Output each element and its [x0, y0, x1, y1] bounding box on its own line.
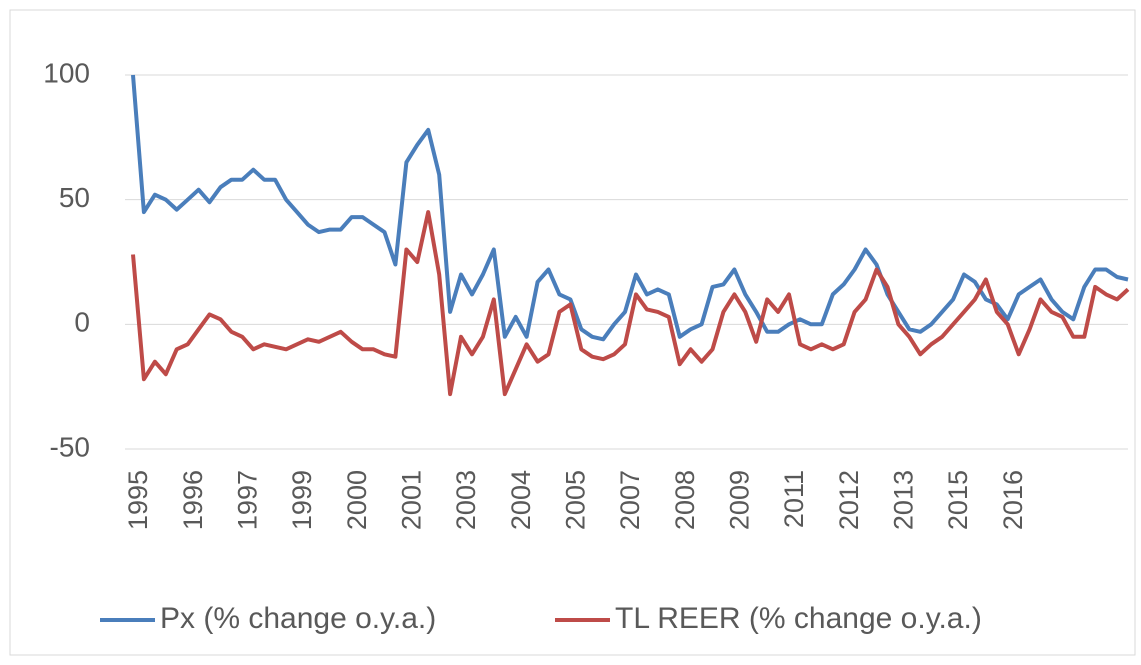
legend-label: Px (% change o.y.a.) [160, 602, 436, 635]
x-tick-label: 1995 [123, 470, 153, 530]
series-line [131, 210, 1130, 397]
y-tick-label: 100 [43, 57, 90, 88]
x-tick-label: 1999 [287, 470, 317, 530]
x-tick-label: 2000 [342, 470, 372, 530]
legend-label: TL REER (% change o.y.a.) [615, 602, 982, 635]
x-tick-label: 2008 [670, 470, 700, 530]
x-tick-label: 2003 [451, 470, 481, 530]
y-tick-label: 50 [59, 182, 90, 213]
x-tick-label: 2005 [560, 470, 590, 530]
y-tick-label: 0 [74, 307, 90, 338]
x-tick-label: 2001 [396, 470, 426, 530]
x-tick-label: 2004 [506, 470, 536, 530]
x-tick-label: 2012 [834, 470, 864, 530]
x-tick-label: 2016 [998, 470, 1028, 530]
x-tick-label: 1997 [232, 470, 262, 530]
x-tick-label: 2009 [724, 470, 754, 530]
x-tick-label: 2013 [889, 470, 919, 530]
chart-frame [9, 9, 1136, 656]
y-tick-label: -50 [50, 431, 90, 462]
x-tick-label: 2015 [943, 470, 973, 530]
x-tick-label: 2011 [779, 470, 809, 528]
series-line [131, 74, 1129, 342]
x-tick-label: 2007 [615, 470, 645, 530]
x-tick-label: 1996 [178, 470, 208, 530]
